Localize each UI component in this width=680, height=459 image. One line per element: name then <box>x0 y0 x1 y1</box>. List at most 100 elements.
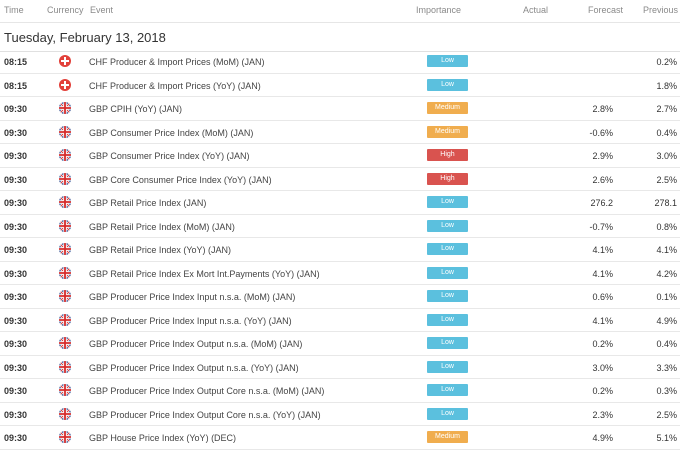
header-currency: Currency <box>47 5 84 15</box>
event-previous: 0.4% <box>656 127 677 138</box>
header-forecast: Forecast <box>588 5 624 15</box>
event-row[interactable]: 09:30 GBP Producer Price Index Output Co… <box>0 379 680 403</box>
event-row[interactable]: 09:30 GBP Consumer Price Index (MoM) (JA… <box>0 121 680 144</box>
event-previous: 2.5% <box>656 409 677 420</box>
event-forecast: 0.2% <box>592 386 613 396</box>
event-time: 09:30 <box>4 198 28 208</box>
event-row[interactable]: 08:15 CHF Producer & Import Prices (YoY)… <box>0 74 680 97</box>
event-forecast: 0.2% <box>592 339 613 349</box>
event-row[interactable]: 09:30 GBP Retail Price Index (YoY) (JAN)… <box>0 238 680 262</box>
event-title[interactable]: GBP Consumer Price Index (MoM) (JAN) <box>89 127 254 138</box>
event-row[interactable]: 09:30 GBP Producer Price Index Input n.s… <box>0 285 680 309</box>
event-previous: 4.2% <box>656 268 677 279</box>
event-previous: 2.7% <box>656 104 677 114</box>
gbp-flag-icon <box>59 360 71 373</box>
event-previous: 278.1 <box>654 198 677 208</box>
event-title[interactable]: CHF Producer & Import Prices (YoY) (JAN) <box>89 80 261 91</box>
importance-badge: Low <box>427 55 468 67</box>
event-time: 09:30 <box>4 433 28 443</box>
event-title[interactable]: GBP Retail Price Index (JAN) <box>89 198 207 208</box>
event-row[interactable]: 09:30 GBP Core Consumer Price Index (YoY… <box>0 168 680 191</box>
event-title[interactable]: GBP House Price Index (YoY) (DEC) <box>89 433 237 443</box>
event-time: 09:30 <box>4 339 28 349</box>
importance-badge: Low <box>427 243 468 255</box>
chf-flag-icon <box>59 78 71 91</box>
event-title[interactable]: GBP CPIH (YoY) (JAN) <box>89 104 183 114</box>
event-title[interactable]: GBP Producer Price Index Output Core n.s… <box>89 386 325 396</box>
header-actual: Actual <box>523 5 549 15</box>
event-time: 09:30 <box>4 104 28 114</box>
event-previous: 5.1% <box>656 433 677 443</box>
event-row[interactable]: 09:30 GBP Retail Price Index (MoM) (JAN)… <box>0 215 680 238</box>
importance-badge: Low <box>427 290 468 302</box>
event-previous: 0.8% <box>656 221 677 232</box>
event-forecast: -0.7% <box>589 221 613 232</box>
event-forecast: 4.1% <box>592 268 613 279</box>
gbp-flag-icon <box>59 102 71 114</box>
gbp-flag-icon <box>59 290 71 302</box>
event-title[interactable]: GBP Retail Price Index Ex Mort Int.Payme… <box>89 268 320 279</box>
event-forecast: -0.6% <box>589 127 613 138</box>
event-forecast: 276.2 <box>590 198 613 208</box>
importance-badge: Low <box>427 337 468 349</box>
gbp-flag-icon <box>59 337 71 349</box>
event-row[interactable]: 09:30 GBP Retail Price Index (JAN) Low 2… <box>0 191 680 215</box>
event-previous: 0.3% <box>656 386 677 396</box>
event-title[interactable]: GBP Retail Price Index (MoM) (JAN) <box>89 221 235 232</box>
event-time: 09:30 <box>4 151 28 161</box>
date-group-row: Tuesday, February 13, 2018 <box>0 22 680 52</box>
gbp-flag-icon <box>59 196 71 208</box>
event-previous: 4.9% <box>656 315 677 326</box>
event-title[interactable]: GBP Retail Price Index (YoY) (JAN) <box>89 245 232 255</box>
gbp-flag-icon <box>59 407 71 420</box>
event-row[interactable]: 09:30 GBP CPIH (YoY) (JAN) Medium 2.8% 2… <box>0 97 680 121</box>
event-title[interactable]: GBP Core Consumer Price Index (YoY) (JAN… <box>89 174 272 185</box>
event-row[interactable]: 09:30 GBP Producer Price Index Output n.… <box>0 332 680 356</box>
header-time: Time <box>4 5 24 15</box>
event-row[interactable]: 09:30 GBP Consumer Price Index (YoY) (JA… <box>0 144 680 168</box>
event-row[interactable]: 08:15 CHF Producer & Import Prices (MoM)… <box>0 50 680 74</box>
event-forecast: 4.1% <box>592 245 613 255</box>
header-previous: Previous <box>643 5 679 15</box>
gbp-flag-icon <box>59 219 71 232</box>
event-title[interactable]: CHF Producer & Import Prices (MoM) (JAN) <box>89 57 265 67</box>
event-time: 09:30 <box>4 409 28 420</box>
importance-badge: Low <box>427 407 468 420</box>
importance-badge: Low <box>427 384 468 396</box>
event-title[interactable]: GBP Producer Price Index Output n.s.a. (… <box>89 362 299 373</box>
event-time: 08:15 <box>4 57 28 67</box>
event-row[interactable]: 09:30 GBP Producer Price Index Input n.s… <box>0 309 680 332</box>
event-title[interactable]: GBP Consumer Price Index (YoY) (JAN) <box>89 151 250 161</box>
header-event: Event <box>90 5 114 15</box>
importance-badge: Medium <box>427 431 468 443</box>
event-time: 08:15 <box>4 80 28 91</box>
event-title[interactable]: GBP Producer Price Index Input n.s.a. (M… <box>89 292 296 302</box>
event-forecast: 3.0% <box>592 362 613 373</box>
event-title[interactable]: GBP Producer Price Index Output Core n.s… <box>89 409 321 420</box>
event-forecast: 2.6% <box>592 174 613 185</box>
event-time: 09:30 <box>4 221 28 232</box>
event-row[interactable]: 09:30 GBP Retail Price Index Ex Mort Int… <box>0 262 680 285</box>
event-row[interactable]: 09:30 GBP Producer Price Index Output Co… <box>0 403 680 426</box>
event-row[interactable]: 09:30 GBP House Price Index (YoY) (DEC) … <box>0 426 680 450</box>
event-row[interactable]: 09:30 GBP Producer Price Index Output n.… <box>0 356 680 379</box>
date-label: Tuesday, February 13, 2018 <box>4 30 166 45</box>
event-time: 09:30 <box>4 386 28 396</box>
event-time: 09:30 <box>4 174 28 185</box>
importance-badge: High <box>427 172 468 185</box>
event-time: 09:30 <box>4 315 28 326</box>
event-previous: 3.3% <box>656 362 677 373</box>
event-title[interactable]: GBP Producer Price Index Output n.s.a. (… <box>89 339 303 349</box>
importance-badge: Low <box>427 78 468 91</box>
gbp-flag-icon <box>59 172 71 185</box>
event-previous: 4.1% <box>656 245 677 255</box>
importance-badge: Low <box>427 266 468 279</box>
event-previous: 2.5% <box>656 174 677 185</box>
event-previous: 0.4% <box>656 339 677 349</box>
gbp-flag-icon <box>59 266 71 279</box>
event-title[interactable]: GBP Producer Price Index Input n.s.a. (Y… <box>89 315 292 326</box>
importance-badge: Low <box>427 219 468 232</box>
event-time: 09:30 <box>4 268 28 279</box>
header-importance: Importance <box>416 5 462 15</box>
importance-badge: Medium <box>427 125 468 138</box>
